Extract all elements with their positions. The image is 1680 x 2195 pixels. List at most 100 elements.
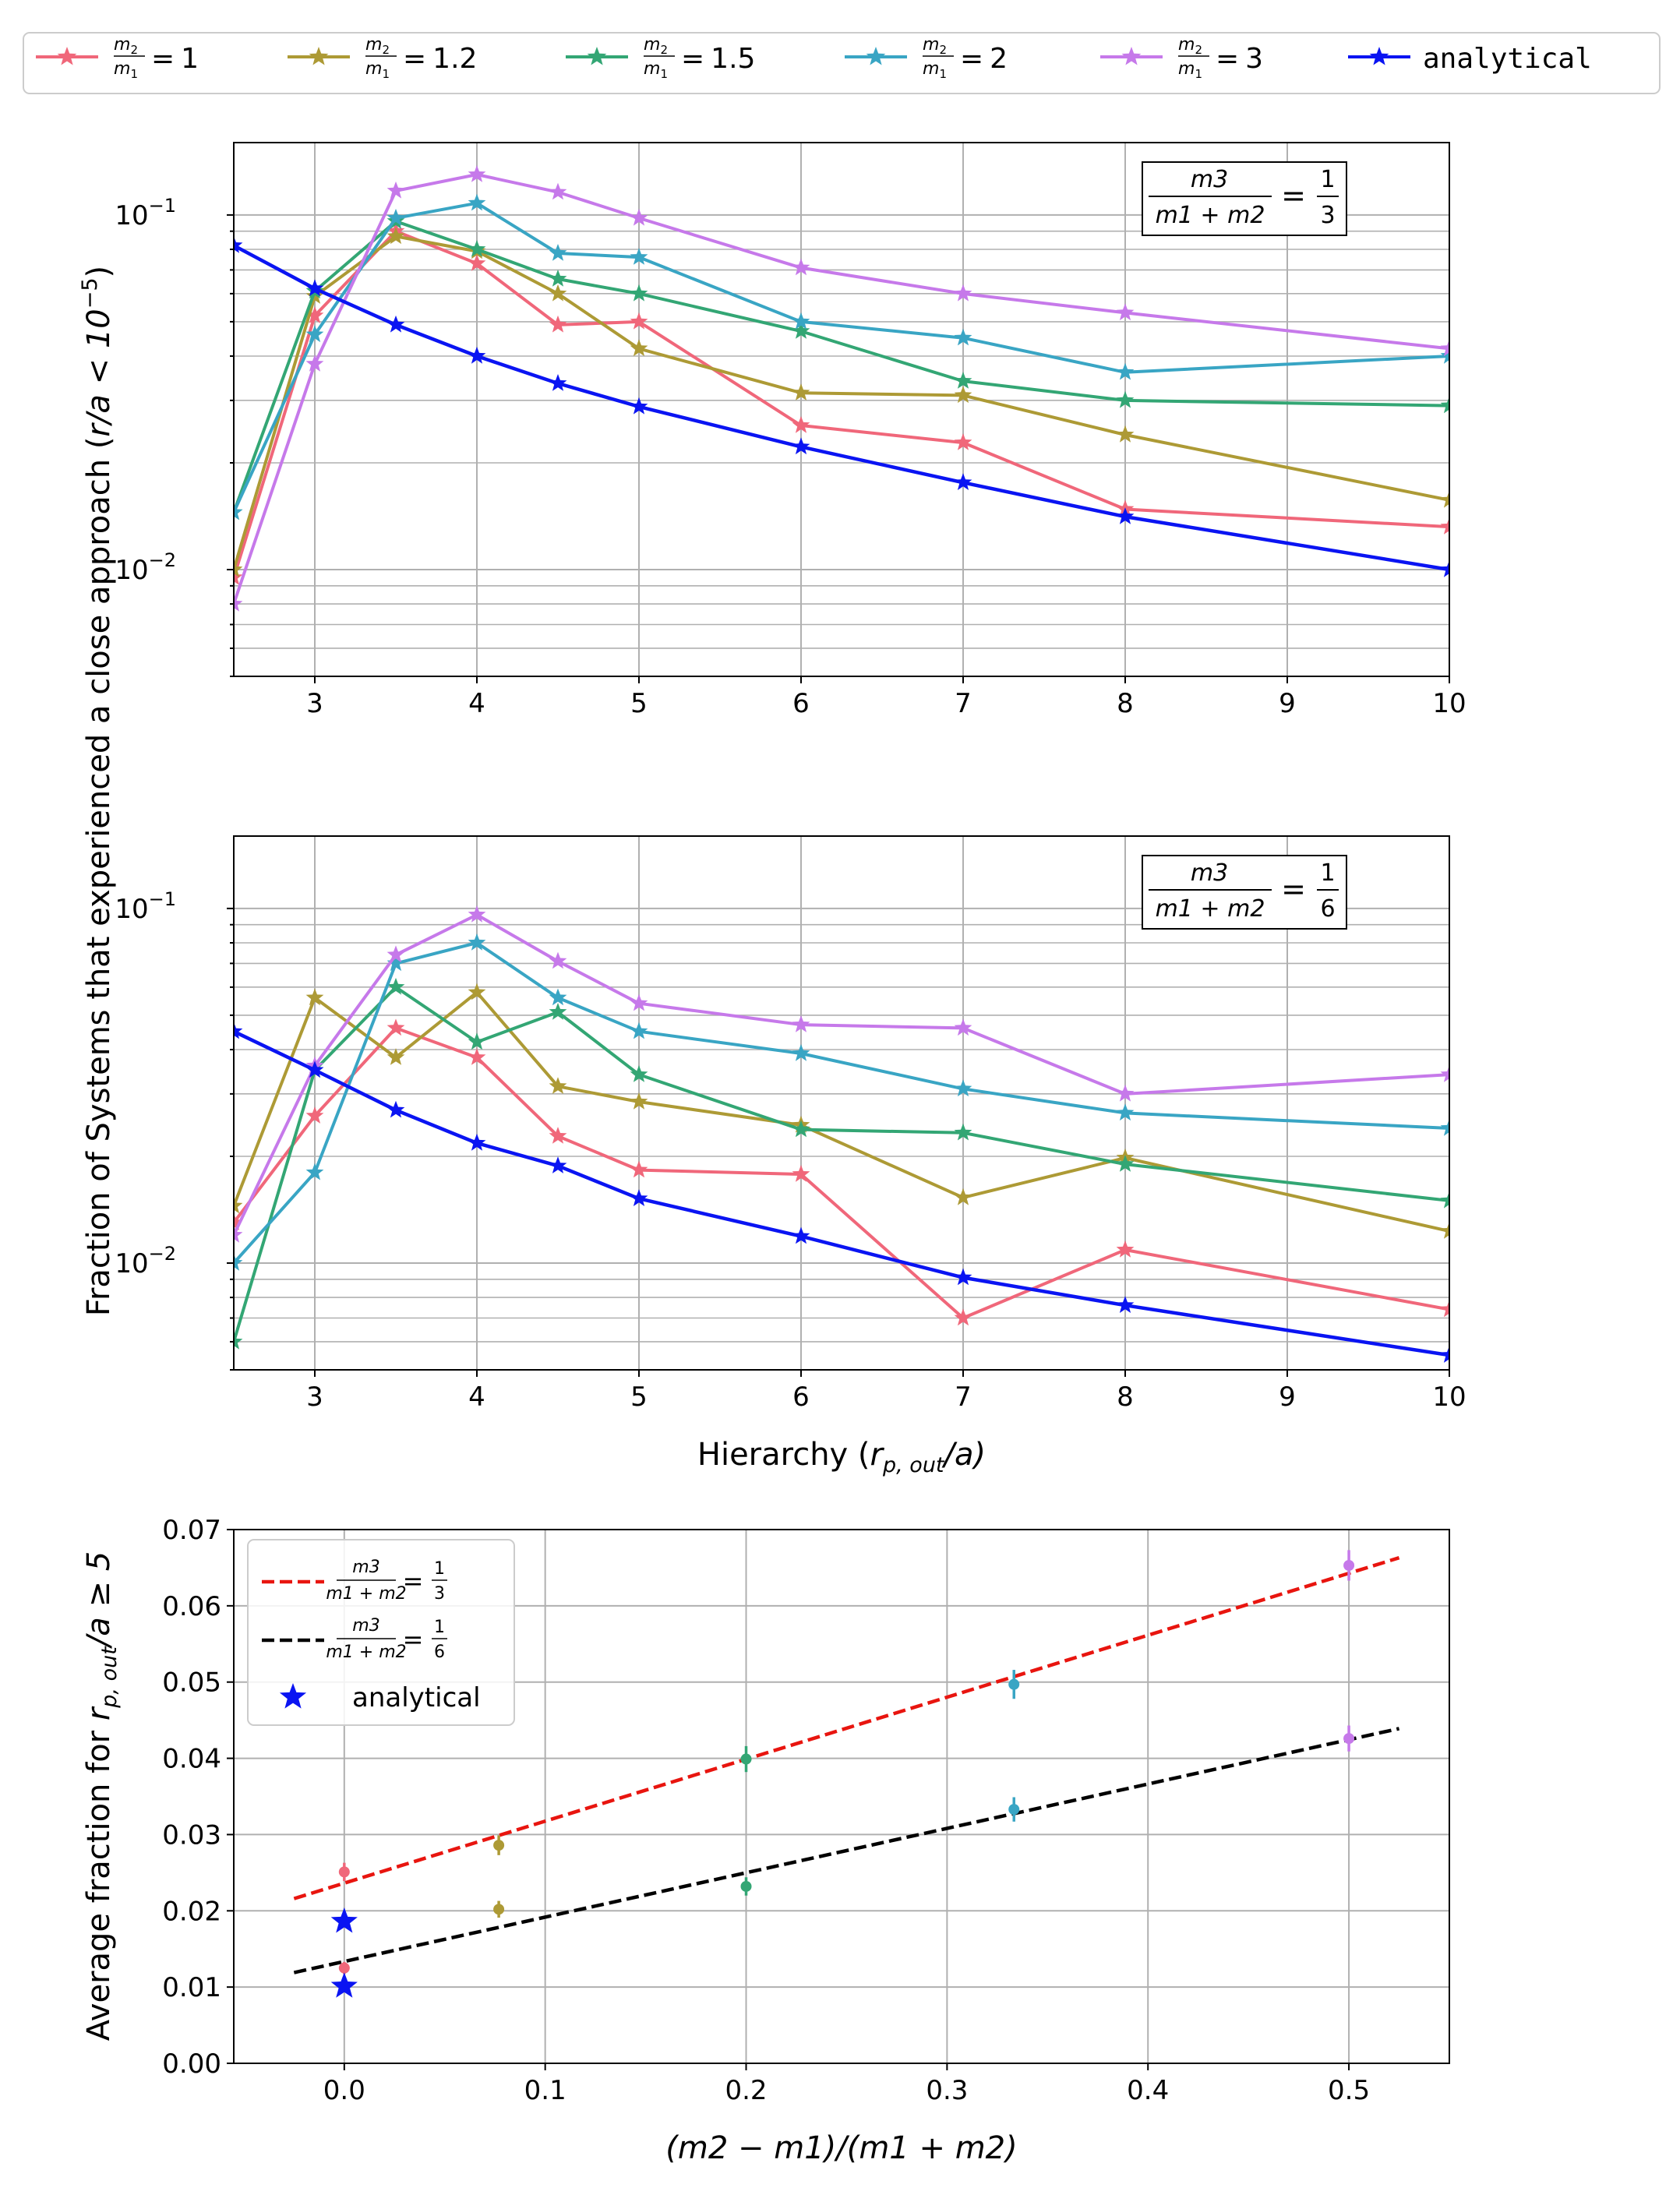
middle-series-0-point-8 xyxy=(1116,1240,1135,1258)
top-series-2-point-7 xyxy=(954,372,972,389)
top-annotation: m3 m1 + m2 = 1 3 xyxy=(1142,161,1347,236)
legend-ratio-den-sub-3: 1 xyxy=(939,67,947,81)
bottom-y-label-prefix: Average fraction for xyxy=(81,1720,117,2041)
middle-series xyxy=(234,905,1449,1363)
top-series-3-point-3 xyxy=(468,193,486,211)
top-series-3-point-0 xyxy=(234,503,243,521)
top-series-1-point-0 xyxy=(234,560,243,577)
middle-series-3-point-4 xyxy=(549,988,567,1006)
top-series-line-4 xyxy=(234,173,1449,605)
top-series-4-point-7 xyxy=(954,284,972,302)
bottom-data-point-4 xyxy=(740,1753,752,1765)
middle-annotation-box xyxy=(1142,855,1347,930)
top-series-4-point-2 xyxy=(386,181,405,199)
top-series-5-point-1 xyxy=(305,279,324,297)
top-annotation-value-num: 1 xyxy=(1320,166,1335,193)
middle-xtick-label-2: 5 xyxy=(630,1382,648,1413)
middle-series-1-point-5 xyxy=(630,1092,648,1110)
top-series-5-point-0 xyxy=(234,236,243,253)
bottom-xtick-label-5: 0.5 xyxy=(1328,2075,1370,2106)
bottom-legend-equals-0: = xyxy=(403,1566,424,1596)
top-series-1-point-4 xyxy=(549,284,567,302)
middle-series-0-point-7 xyxy=(954,1308,972,1326)
middle-series-5-point-2 xyxy=(386,1100,405,1118)
middle-series-3-point-6 xyxy=(792,1044,810,1061)
legend-star-icon-3 xyxy=(866,47,886,65)
legend-ratio-equals-2: = 1.5 xyxy=(681,43,755,75)
legend-ratio-equals-0: = 1 xyxy=(151,43,199,75)
middle-series-2-point-0 xyxy=(234,1332,243,1350)
middle-series-3-point-2 xyxy=(386,954,405,972)
middle-annotation-equals: = xyxy=(1281,872,1306,906)
middle-series-1-point-3 xyxy=(468,983,486,1000)
middle-series-4-point-2 xyxy=(386,945,405,963)
top-series-1-point-5 xyxy=(630,339,648,357)
top-series-1-point-6 xyxy=(792,383,810,401)
middle-ytick-label-1: 10−2 xyxy=(115,1243,176,1279)
bottom-legend-value-den-1: 6 xyxy=(434,1643,445,1662)
shared-y-label-prefix: Fraction of Systems that experienced a c… xyxy=(81,437,117,1317)
bottom-data-point-6 xyxy=(1008,1678,1020,1690)
middle-series-4-point-3 xyxy=(468,905,486,923)
middle-series-1-point-2 xyxy=(386,1048,405,1065)
top-series-5-point-2 xyxy=(386,315,405,333)
top-series-4-point-5 xyxy=(630,208,648,226)
shared-y-label-math: r/a < 10 xyxy=(81,309,117,436)
legend-ratio-num-sub-2: 2 xyxy=(660,43,668,57)
middle-x-label-prefix: Hierarchy ( xyxy=(697,1437,870,1473)
top-series-4-point-1 xyxy=(305,355,324,372)
middle-series-5-point-1 xyxy=(305,1060,324,1078)
legend-equals-sign-1: = xyxy=(403,43,426,75)
bottom-axes: 0.0 0.1 0.2 0.3 0.4 0.5 0.00 0.01 0.02 0.03 0.04 0.… xyxy=(162,1515,1370,2106)
top-xtick-label-5: 8 xyxy=(1117,688,1134,719)
bottom-data-point-7 xyxy=(1008,1804,1020,1816)
top-series-line-2 xyxy=(234,220,1449,513)
top-xtick-label-1: 4 xyxy=(468,688,485,719)
top-series-1-point-7 xyxy=(954,386,972,404)
legend-star-icon-0 xyxy=(57,47,77,65)
bottom-analytical-star-1 xyxy=(330,1972,358,1998)
top-series-0-point-1 xyxy=(305,306,324,323)
bottom-legend-analytical-label: analytical xyxy=(352,1682,481,1713)
bottom-y-axis-label: Average fraction for rp, out/a ≥ 5 xyxy=(81,1551,122,2041)
middle-series-4-point-0 xyxy=(234,1226,243,1243)
legend-ratio-equals-1: = 1.2 xyxy=(403,43,477,75)
bottom-data-point-5 xyxy=(740,1880,752,1892)
top-series-2-point-6 xyxy=(792,322,810,339)
legend-ratio-value-4: 3 xyxy=(1245,43,1263,75)
top-series-0-point-6 xyxy=(792,416,810,433)
bottom-legend-value-num-0: 1 xyxy=(434,1559,445,1579)
top-series-0-point-0 xyxy=(234,568,243,585)
middle-series-3-point-3 xyxy=(468,933,486,951)
top-series-4-point-6 xyxy=(792,258,810,276)
top-series-3-point-5 xyxy=(630,248,648,265)
panel-middle-frame xyxy=(233,835,1450,1371)
middle-series-5-point-5 xyxy=(630,1189,648,1206)
legend-ratio-den-sub-4: 1 xyxy=(1195,67,1202,81)
middle-series-2-point-4 xyxy=(549,1003,567,1020)
bottom-ytick-label-7: 0.07 xyxy=(162,1515,221,1546)
middle-annotation: m3 m1 + m2 = 1 6 xyxy=(1142,855,1347,930)
top-xtick-label-4: 7 xyxy=(955,688,972,719)
bottom-ytick-label-4: 0.04 xyxy=(162,1744,221,1775)
legend-star-icon-1 xyxy=(309,47,329,65)
top-series-line-5 xyxy=(234,244,1449,572)
top-series-3-point-1 xyxy=(305,325,324,343)
bottom-legend-num-0: m3 xyxy=(352,1558,379,1577)
bottom-legend-num-1: m3 xyxy=(352,1616,379,1636)
legend-equals-sign-4: = xyxy=(1216,43,1239,75)
top-annotation-den: m1 + m2 xyxy=(1156,202,1265,229)
bottom-legend-equals-1: = xyxy=(403,1625,424,1654)
middle-series-5-point-4 xyxy=(549,1156,567,1173)
middle-series-3-point-8 xyxy=(1116,1103,1135,1121)
middle-ytick-exp-0: −1 xyxy=(149,888,176,910)
bottom-ytick-label-3: 0.03 xyxy=(162,1819,221,1851)
top-series-5-point-5 xyxy=(630,397,648,415)
bottom-legend-analytical-star-icon xyxy=(279,1683,307,1709)
middle-series-line-4 xyxy=(234,913,1449,1236)
legend-ratio-value-2: 1.5 xyxy=(711,43,755,75)
top-series-2-point-9 xyxy=(1440,396,1449,414)
middle-annotation-den: m1 + m2 xyxy=(1156,895,1265,923)
legend-ratio-value-0: 1 xyxy=(181,43,199,75)
